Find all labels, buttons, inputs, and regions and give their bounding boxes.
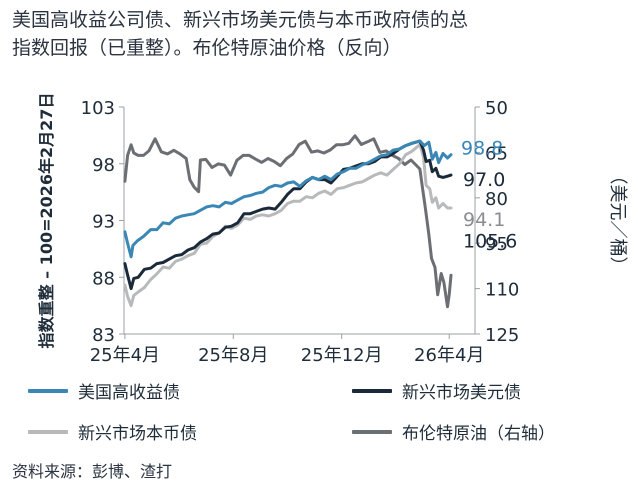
y-right-tick-label: 125 xyxy=(485,325,519,346)
x-tick-label: 26年4月 xyxy=(414,345,484,366)
series-line-em-local xyxy=(123,143,453,308)
chart-title-line-1: 美国高收益公司债、新兴市场美元债与本币政府债的总 xyxy=(12,9,469,31)
y-right-tick-label: 80 xyxy=(485,189,508,210)
y-right-tick-label: 65 xyxy=(485,143,508,164)
y-left-tick-label: 103 xyxy=(81,98,115,119)
series-line-us-hy xyxy=(123,139,453,259)
y-right-tick-label: 50 xyxy=(485,98,508,119)
y-left-tick-label: 88 xyxy=(92,268,115,289)
chart-title-line-2: 指数回报（已重整）。布伦特原油价格（反向） xyxy=(12,37,402,59)
chart-series xyxy=(123,134,453,309)
source-note: 资料来源：彭博、渣打 xyxy=(12,462,173,481)
y-right-tick-label: 110 xyxy=(485,280,519,301)
y-left-tick-label: 83 xyxy=(92,325,115,346)
series-line-brent xyxy=(123,134,453,309)
y-axis-right-title: （美元／桶） xyxy=(607,167,628,275)
x-tick-label: 25年12月 xyxy=(301,345,383,366)
end-label-em-local: 94.1 xyxy=(463,209,505,231)
chart-title: 美国高收益公司债、新兴市场美元债与本币政府债的总 指数回报（已重整）。布伦特原油… xyxy=(12,6,632,62)
end-label-em-usd: 97.0 xyxy=(463,169,505,191)
x-tick-label: 25年8月 xyxy=(198,345,268,366)
end-label-brent: 105.6 xyxy=(463,230,517,252)
y-left-tick-label: 93 xyxy=(92,212,115,233)
y-left-tick-label: 98 xyxy=(92,155,115,176)
y-right-tick-label: 95 xyxy=(485,234,508,255)
x-tick-label: 25年4月 xyxy=(90,345,160,366)
end-label-us-hy: 98.8 xyxy=(461,138,503,160)
chart-axes: 83 88 93 98 103 50 65 80 95 110 125 25年4月 25年8月 25年12… xyxy=(37,93,628,366)
y-axis-left-title: 指数重整 – 100=2026年2月27日 xyxy=(37,93,56,349)
